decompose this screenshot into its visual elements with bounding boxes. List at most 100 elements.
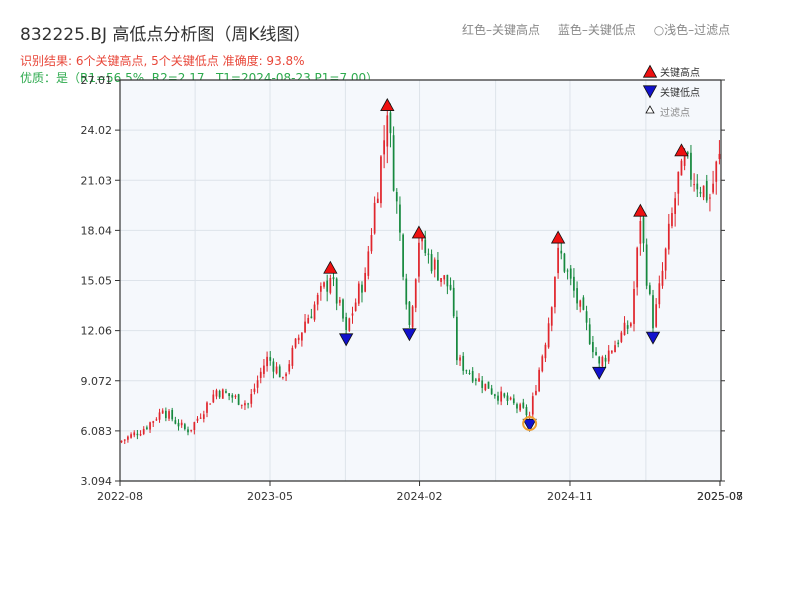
candle [617, 339, 620, 348]
candle [506, 392, 509, 406]
candle-body [266, 356, 268, 367]
y-tick-label: 24.02 [81, 124, 113, 137]
candle [588, 318, 591, 346]
candle-body [427, 253, 430, 255]
candle [247, 402, 249, 409]
y-tick-label: 18.04 [81, 224, 113, 237]
candle-body [626, 325, 629, 329]
candle-body [490, 388, 493, 395]
candle [127, 435, 129, 443]
candle [206, 401, 208, 418]
candle-body [297, 337, 300, 341]
candle-body [180, 422, 183, 426]
candle [133, 430, 136, 438]
candle [493, 393, 496, 399]
candle-body [484, 383, 487, 391]
candle [142, 426, 145, 436]
candle [383, 125, 385, 169]
candle-body [354, 302, 357, 311]
candle-body [304, 321, 306, 333]
candle [490, 384, 493, 395]
candle-body [664, 248, 667, 271]
candle [196, 416, 199, 423]
candle [585, 305, 588, 331]
candle [535, 384, 537, 396]
candle [418, 237, 420, 283]
candle-body [459, 357, 461, 361]
candle [465, 369, 468, 374]
candle-body [493, 394, 496, 396]
candle [269, 351, 272, 366]
candle-body [310, 316, 313, 319]
candle [155, 417, 158, 421]
candle [667, 213, 670, 255]
candle-body [139, 434, 142, 436]
candle [595, 347, 597, 356]
candle-body [509, 397, 512, 400]
candle [456, 310, 458, 365]
candle-body [326, 280, 329, 292]
candle-body [674, 198, 677, 214]
candle-body [709, 197, 711, 199]
candle [437, 251, 439, 282]
candle-body [183, 424, 186, 430]
candle [313, 301, 316, 322]
candle-body [566, 270, 569, 272]
candle [221, 388, 224, 399]
candle-body [370, 235, 373, 252]
candle [718, 140, 721, 165]
candle [120, 440, 123, 444]
candle-body [332, 277, 335, 280]
candle-body [285, 373, 287, 377]
candle-body [357, 283, 360, 304]
candle-body [177, 422, 180, 427]
candle-body [237, 394, 240, 405]
candle [234, 394, 237, 400]
candle [702, 185, 705, 201]
candle-body [202, 414, 205, 419]
candle-body [538, 369, 540, 392]
candle-body [560, 250, 563, 254]
candle-body [256, 380, 259, 388]
key-low-marker [338, 333, 354, 347]
candle-body [617, 342, 620, 345]
candle-body [516, 404, 518, 409]
candle [231, 393, 234, 403]
candle [136, 429, 139, 440]
candle [392, 126, 395, 192]
candle-body [291, 347, 294, 366]
candle [164, 407, 167, 422]
candle [149, 421, 151, 433]
candle [604, 354, 607, 368]
candle-body [386, 115, 389, 147]
candle [335, 277, 338, 311]
candle [500, 386, 503, 406]
axes: 27.01 24.02 21.03 18.04 15.05 12.06 9.072 6.083… [81, 74, 743, 503]
candle [633, 281, 635, 332]
candle [361, 281, 363, 303]
x-tick-label: 2022-08 [97, 490, 143, 503]
candle [690, 144, 692, 187]
candle [319, 282, 322, 301]
candle-body [342, 299, 344, 319]
candle-body [190, 429, 193, 431]
candle-body [392, 135, 395, 191]
candle-body [592, 342, 594, 353]
candle [462, 352, 465, 375]
candle-body [373, 202, 376, 234]
candle [228, 393, 230, 401]
candle [405, 273, 408, 310]
filtered-point-ring [522, 416, 538, 432]
candle-body [164, 410, 167, 419]
candle-body [500, 391, 503, 402]
candle [484, 383, 487, 392]
candle-body [253, 388, 256, 392]
candle [598, 355, 601, 370]
candle [652, 289, 654, 335]
candle-body [639, 221, 642, 244]
candle [573, 268, 575, 298]
candle-body [693, 184, 695, 186]
candle [487, 381, 490, 389]
